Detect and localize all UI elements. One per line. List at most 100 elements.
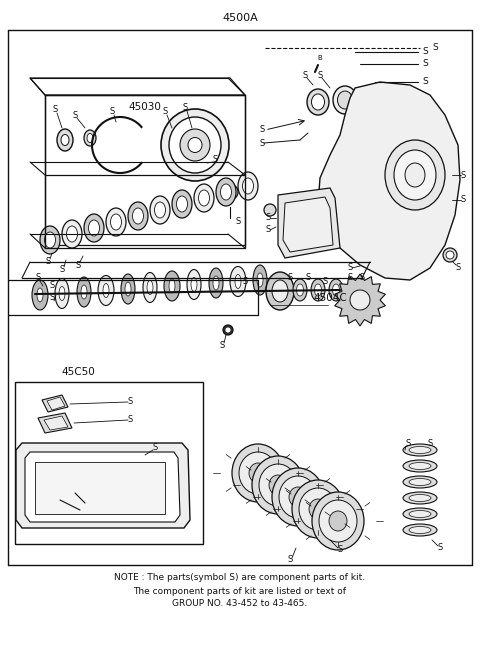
Ellipse shape [128, 202, 148, 230]
Ellipse shape [307, 89, 329, 115]
Ellipse shape [403, 444, 437, 456]
Text: S: S [422, 60, 428, 68]
Ellipse shape [62, 220, 82, 248]
Polygon shape [283, 197, 333, 252]
Ellipse shape [409, 478, 431, 486]
Text: S: S [406, 438, 410, 447]
Ellipse shape [403, 508, 437, 520]
Ellipse shape [177, 196, 188, 212]
Ellipse shape [403, 524, 437, 536]
Ellipse shape [230, 267, 246, 296]
Text: S: S [265, 214, 271, 223]
Ellipse shape [259, 464, 297, 506]
Text: S: S [348, 273, 353, 283]
Text: S: S [235, 217, 240, 227]
Ellipse shape [61, 135, 69, 145]
Text: S: S [337, 545, 343, 555]
Text: S: S [72, 110, 78, 120]
Ellipse shape [213, 276, 219, 290]
Bar [35, 462, 165, 514]
Ellipse shape [103, 284, 109, 298]
Text: S: S [212, 156, 217, 164]
Ellipse shape [239, 452, 277, 494]
Ellipse shape [272, 280, 288, 302]
Ellipse shape [88, 220, 99, 236]
Ellipse shape [87, 133, 93, 143]
Ellipse shape [161, 109, 229, 181]
Ellipse shape [132, 208, 144, 224]
Ellipse shape [269, 475, 287, 495]
Ellipse shape [121, 274, 135, 304]
Ellipse shape [32, 280, 48, 310]
Ellipse shape [409, 495, 431, 501]
Ellipse shape [329, 279, 343, 301]
Ellipse shape [329, 511, 347, 531]
Ellipse shape [84, 214, 104, 242]
Ellipse shape [312, 492, 364, 550]
Ellipse shape [84, 130, 96, 146]
Polygon shape [318, 82, 460, 280]
Ellipse shape [125, 282, 131, 296]
Circle shape [264, 204, 276, 216]
Text: S: S [432, 43, 438, 53]
Text: 45C50: 45C50 [61, 367, 95, 377]
Text: S: S [162, 108, 168, 116]
Text: S: S [127, 415, 132, 424]
Ellipse shape [319, 500, 357, 542]
Ellipse shape [253, 265, 267, 295]
Text: 4504C: 4504C [313, 293, 347, 303]
Ellipse shape [299, 488, 337, 530]
Ellipse shape [257, 273, 263, 287]
Ellipse shape [98, 275, 114, 306]
Bar [15, 382, 203, 544]
Polygon shape [278, 188, 340, 258]
Text: S: S [75, 260, 81, 269]
Ellipse shape [199, 190, 209, 206]
Ellipse shape [150, 196, 170, 224]
Text: S: S [182, 104, 188, 112]
Text: S: S [49, 294, 55, 302]
Ellipse shape [403, 460, 437, 472]
Polygon shape [42, 395, 68, 412]
Polygon shape [30, 78, 245, 95]
Ellipse shape [252, 456, 304, 514]
Ellipse shape [172, 190, 192, 218]
Ellipse shape [220, 184, 231, 200]
Text: S: S [437, 543, 443, 553]
Ellipse shape [147, 281, 153, 294]
Ellipse shape [403, 476, 437, 488]
Ellipse shape [187, 269, 201, 300]
Circle shape [223, 325, 233, 335]
Ellipse shape [409, 510, 431, 518]
Ellipse shape [67, 226, 77, 242]
Ellipse shape [40, 226, 60, 254]
Ellipse shape [106, 208, 126, 236]
Ellipse shape [77, 277, 91, 307]
Ellipse shape [293, 279, 307, 301]
Ellipse shape [194, 184, 214, 212]
Ellipse shape [403, 492, 437, 504]
Text: S: S [259, 125, 264, 135]
Ellipse shape [292, 480, 344, 538]
Ellipse shape [272, 468, 324, 526]
Polygon shape [38, 413, 72, 433]
Text: The component parts of kit are listed or text of: The component parts of kit are listed or… [133, 587, 347, 595]
Ellipse shape [55, 279, 69, 309]
Ellipse shape [385, 140, 445, 210]
Text: S: S [49, 281, 55, 290]
Text: S: S [427, 438, 432, 447]
Ellipse shape [81, 285, 87, 299]
Ellipse shape [57, 129, 73, 151]
Ellipse shape [409, 463, 431, 470]
Text: S: S [422, 47, 428, 57]
Ellipse shape [409, 447, 431, 453]
Ellipse shape [333, 86, 357, 114]
Ellipse shape [226, 185, 238, 199]
Text: NOTE : The parts(symbol S) are component parts of kit.: NOTE : The parts(symbol S) are component… [114, 574, 366, 583]
Ellipse shape [191, 277, 197, 292]
Ellipse shape [143, 273, 157, 302]
Text: S: S [127, 397, 132, 407]
Ellipse shape [297, 284, 303, 296]
Ellipse shape [45, 232, 56, 248]
Text: S: S [360, 273, 365, 283]
